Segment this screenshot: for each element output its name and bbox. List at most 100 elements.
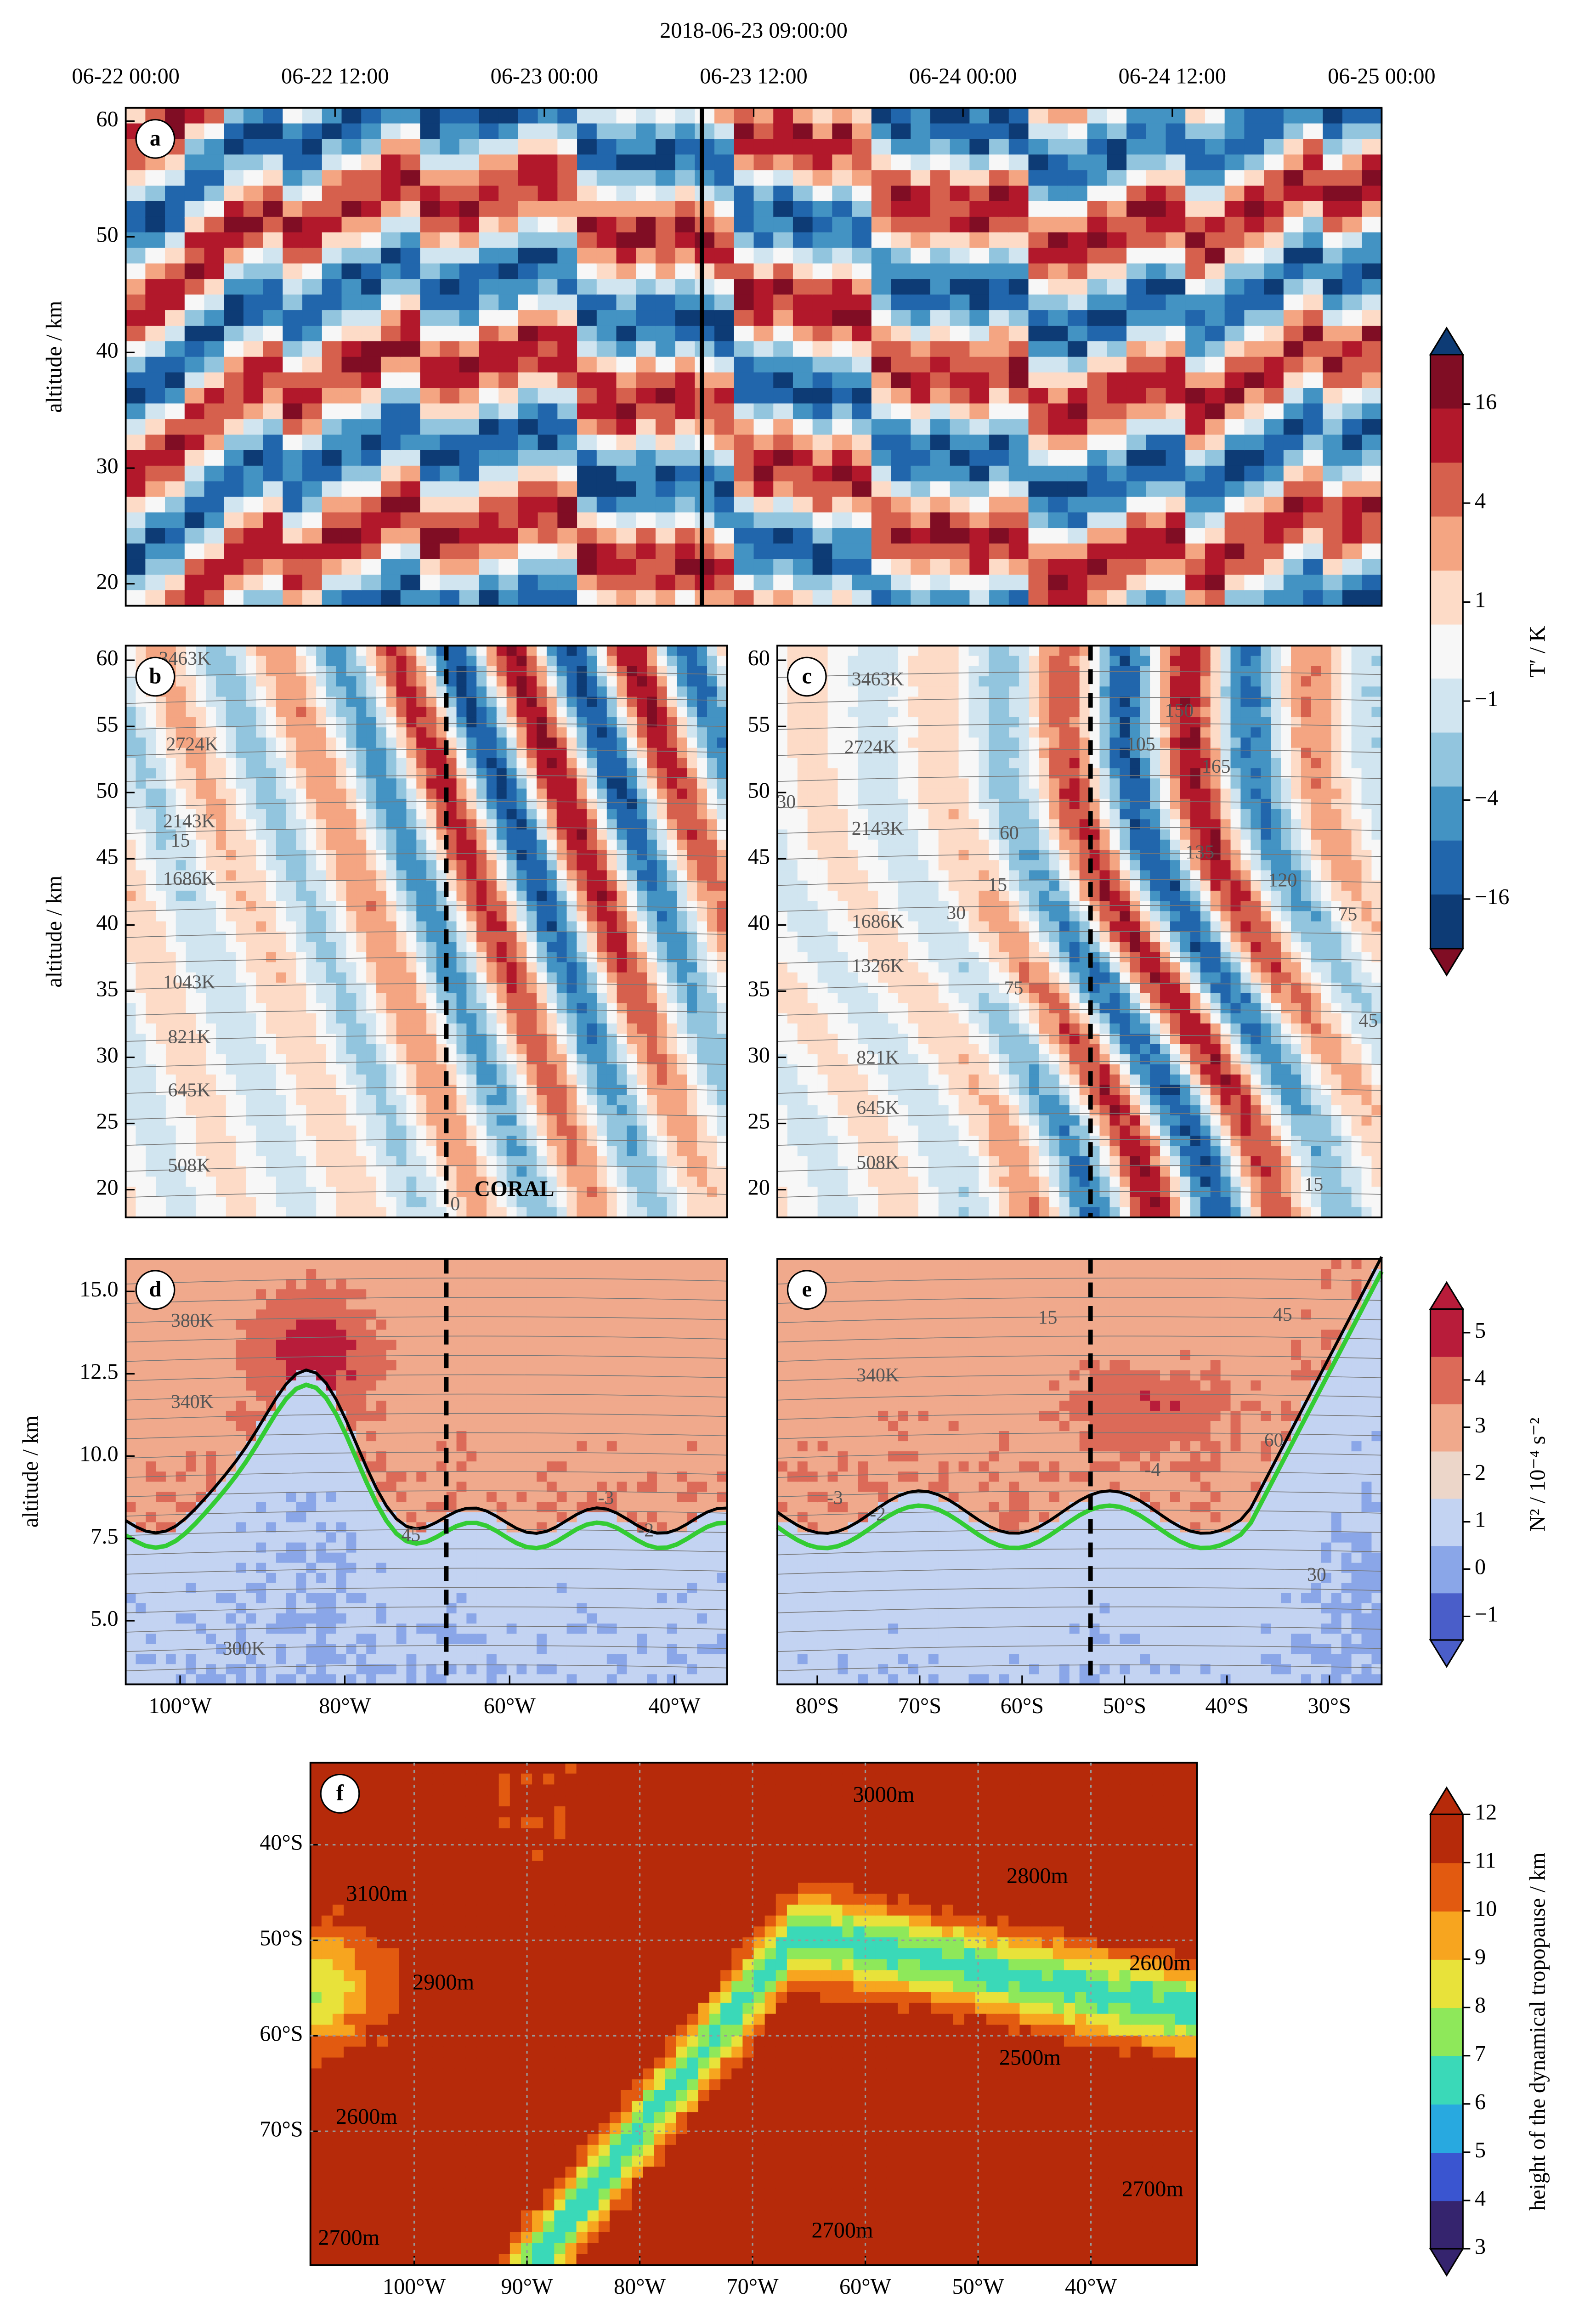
field-cell	[396, 727, 407, 739]
field-cell	[538, 403, 559, 420]
field-cell	[526, 1105, 538, 1116]
field-cell	[587, 921, 598, 933]
field-cell	[386, 849, 397, 861]
field-cell	[440, 294, 460, 311]
field-cell	[316, 768, 327, 780]
field-cell	[516, 788, 528, 800]
field-cell	[243, 590, 264, 607]
field-cell	[1107, 559, 1128, 576]
field-cell	[637, 1136, 648, 1147]
field-cell	[496, 1187, 508, 1198]
field-cell	[266, 1177, 277, 1188]
field-cell	[186, 1197, 197, 1208]
field-cell	[506, 1054, 518, 1065]
field-cell	[466, 1044, 478, 1055]
field-cell	[246, 880, 257, 892]
field-cell	[206, 696, 217, 708]
field-cell	[226, 676, 237, 688]
field-cell	[436, 1156, 447, 1167]
field-cell	[753, 263, 775, 280]
field-cell	[1067, 139, 1088, 156]
field-cell	[283, 450, 304, 467]
field-cell	[1008, 154, 1030, 171]
field-cell	[1205, 310, 1226, 327]
field-cell	[496, 696, 508, 708]
field-cell	[753, 248, 775, 265]
field-cell	[341, 170, 362, 187]
field-cell	[226, 921, 237, 933]
field-cell	[891, 216, 912, 233]
field-cell	[266, 645, 277, 657]
field-cell	[496, 1136, 508, 1147]
field-cell	[145, 263, 166, 280]
field-cell	[246, 1023, 257, 1035]
field-cell	[256, 758, 267, 769]
field-cell	[322, 512, 343, 529]
field-cell	[557, 574, 578, 591]
field-cell	[276, 921, 287, 933]
field-cell	[637, 860, 648, 871]
field-cell	[356, 1105, 368, 1116]
field-cell	[236, 686, 247, 698]
field-cell	[466, 1177, 478, 1188]
field-cell	[175, 1023, 187, 1035]
field-cell	[617, 707, 628, 718]
field-cell	[930, 107, 951, 124]
field-cell	[456, 1013, 468, 1024]
field-cell	[406, 1095, 418, 1106]
field-cell	[145, 388, 166, 405]
field-cell	[1205, 325, 1226, 342]
field-cell	[276, 1003, 287, 1014]
field-cell	[566, 1034, 578, 1045]
field-cell	[316, 870, 327, 882]
field-cell	[1362, 123, 1383, 140]
field-cell	[204, 574, 225, 591]
field-cell	[466, 901, 478, 912]
field-cell	[376, 941, 387, 953]
field-cell	[426, 737, 437, 749]
field-cell	[526, 717, 538, 729]
field-cell	[156, 921, 167, 933]
field-cell	[196, 1074, 207, 1086]
field-cell	[136, 798, 147, 810]
field-cell	[286, 809, 297, 820]
field-cell	[186, 890, 197, 902]
field-cell	[518, 325, 539, 342]
field-cell	[296, 1126, 307, 1137]
field-cell	[577, 248, 598, 265]
field-cell	[616, 388, 637, 405]
field-cell	[617, 941, 628, 953]
field-cell	[296, 727, 307, 739]
field-cell	[380, 497, 402, 514]
field-cell	[276, 880, 287, 892]
field-cell	[1028, 356, 1049, 373]
field-cell	[386, 839, 397, 851]
field-cell	[376, 982, 387, 994]
field-cell	[969, 356, 990, 373]
field-cell	[1048, 419, 1069, 436]
field-cell	[597, 1105, 608, 1116]
field-cell	[346, 972, 357, 984]
field-cell	[204, 356, 225, 373]
field-cell	[296, 747, 307, 759]
field-cell	[891, 481, 912, 498]
field-cell	[296, 1003, 307, 1014]
field-cell	[538, 279, 559, 296]
field-cell	[911, 574, 931, 591]
field-cell	[636, 559, 657, 576]
field-cell	[498, 139, 519, 156]
field-cell	[400, 559, 421, 576]
field-cell	[366, 727, 377, 739]
field-cell	[156, 768, 167, 780]
field-cell	[695, 403, 716, 420]
field-cell	[587, 1023, 598, 1035]
field-cell	[476, 747, 487, 759]
field-cell	[459, 294, 480, 311]
field-cell	[396, 1187, 407, 1198]
field-cell	[446, 911, 458, 922]
field-cell	[316, 727, 327, 739]
field-cell	[1185, 497, 1206, 514]
field-cell	[256, 1044, 267, 1055]
field-cell	[341, 216, 362, 233]
field-cell	[206, 798, 217, 810]
